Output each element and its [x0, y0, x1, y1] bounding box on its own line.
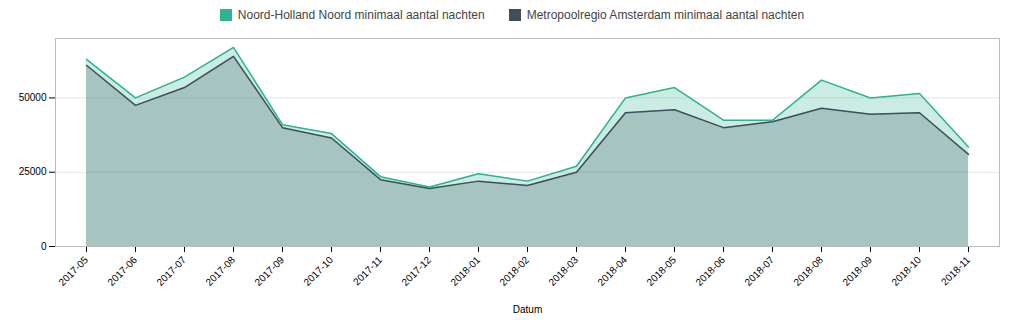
svg-text:2018-09: 2018-09 [840, 254, 874, 288]
svg-text:2018-08: 2018-08 [791, 254, 825, 288]
svg-text:2018-03: 2018-03 [546, 254, 580, 288]
svg-text:2017-09: 2017-09 [252, 254, 286, 288]
svg-text:2018-10: 2018-10 [889, 254, 923, 288]
svg-text:2018-01: 2018-01 [448, 254, 482, 288]
svg-text:2018-06: 2018-06 [693, 254, 727, 288]
html-text:Metropoolregio Amsterdam minim: Metropoolregio Amsterdam minimaal aantal… [526, 8, 805, 22]
svg-text:Datum: Datum [513, 304, 542, 315]
svg-text:2017-10: 2017-10 [301, 254, 335, 288]
svg-text:2017-06: 2017-06 [105, 254, 139, 288]
svg-text:2017-11: 2017-11 [351, 254, 385, 288]
html-text:Noord-Holland Noord minimaal a: Noord-Holland Noord minimaal aantal nach… [237, 8, 485, 22]
svg-text:2018-05: 2018-05 [644, 254, 678, 288]
svg-text:0: 0 [41, 241, 47, 252]
svg-text:2017-05: 2017-05 [56, 254, 90, 288]
svg-text:2018-07: 2018-07 [742, 254, 776, 288]
svg-text:2017-12: 2017-12 [399, 254, 433, 288]
svg-text:50000: 50000 [19, 92, 47, 103]
svg-text:2018-04: 2018-04 [595, 254, 629, 288]
svg-text:2017-08: 2017-08 [203, 254, 237, 288]
svg-text:2017-07: 2017-07 [154, 254, 188, 288]
svg-text:25000: 25000 [19, 166, 47, 177]
svg-text:2018-11: 2018-11 [939, 254, 973, 288]
svg-text:2018-02: 2018-02 [497, 254, 531, 288]
